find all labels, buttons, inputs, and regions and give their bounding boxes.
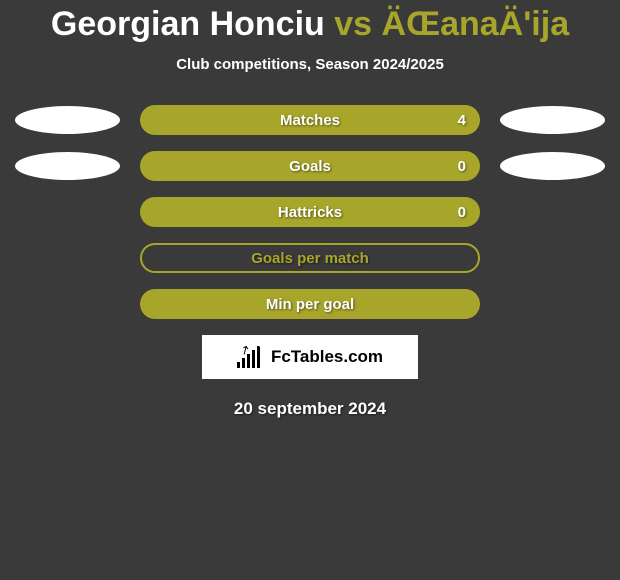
stat-bar: Goals per match (140, 243, 480, 273)
stat-label: Goals per match (251, 250, 369, 267)
stat-row: Hattricks 0 (0, 197, 620, 227)
stat-label: Min per goal (266, 296, 354, 313)
stat-bar: Goals 0 (140, 151, 480, 181)
left-ellipse (15, 152, 120, 180)
vs-text: vs (334, 5, 372, 43)
right-ellipse (500, 152, 605, 180)
fctables-icon: ↗ (237, 346, 265, 368)
stat-bar: Min per goal (140, 289, 480, 319)
stat-row: Matches 4 (0, 105, 620, 135)
date-text: 20 september 2024 (0, 399, 620, 419)
right-ellipse (500, 106, 605, 134)
stat-bar: Matches 4 (140, 105, 480, 135)
stat-row: Min per goal (0, 289, 620, 319)
stat-label: Hattricks (278, 204, 342, 221)
player1-name: Georgian Honciu (51, 5, 325, 43)
stats-section: Matches 4 Goals 0 Hattricks 0 Goals per match M… (0, 105, 620, 319)
left-ellipse (15, 106, 120, 134)
stat-label: Goals (289, 158, 331, 175)
stat-bar: Hattricks 0 (140, 197, 480, 227)
comparison-widget: Georgian Honciu vs ÄŒanaÄ'ija Club compe… (0, 0, 620, 419)
stat-value: 0 (458, 158, 466, 175)
stat-value: 0 (458, 204, 466, 221)
page-title: Georgian Honciu vs ÄŒanaÄ'ija (0, 5, 620, 44)
logo-box: ↗ FcTables.com (202, 335, 418, 379)
stat-row: Goals 0 (0, 151, 620, 181)
logo-text: FcTables.com (271, 347, 383, 367)
subtitle: Club competitions, Season 2024/2025 (0, 56, 620, 73)
stat-value: 4 (458, 112, 466, 129)
player2-name: ÄŒanaÄ'ija (382, 5, 570, 43)
stat-row: Goals per match (0, 243, 620, 273)
stat-label: Matches (280, 112, 340, 129)
